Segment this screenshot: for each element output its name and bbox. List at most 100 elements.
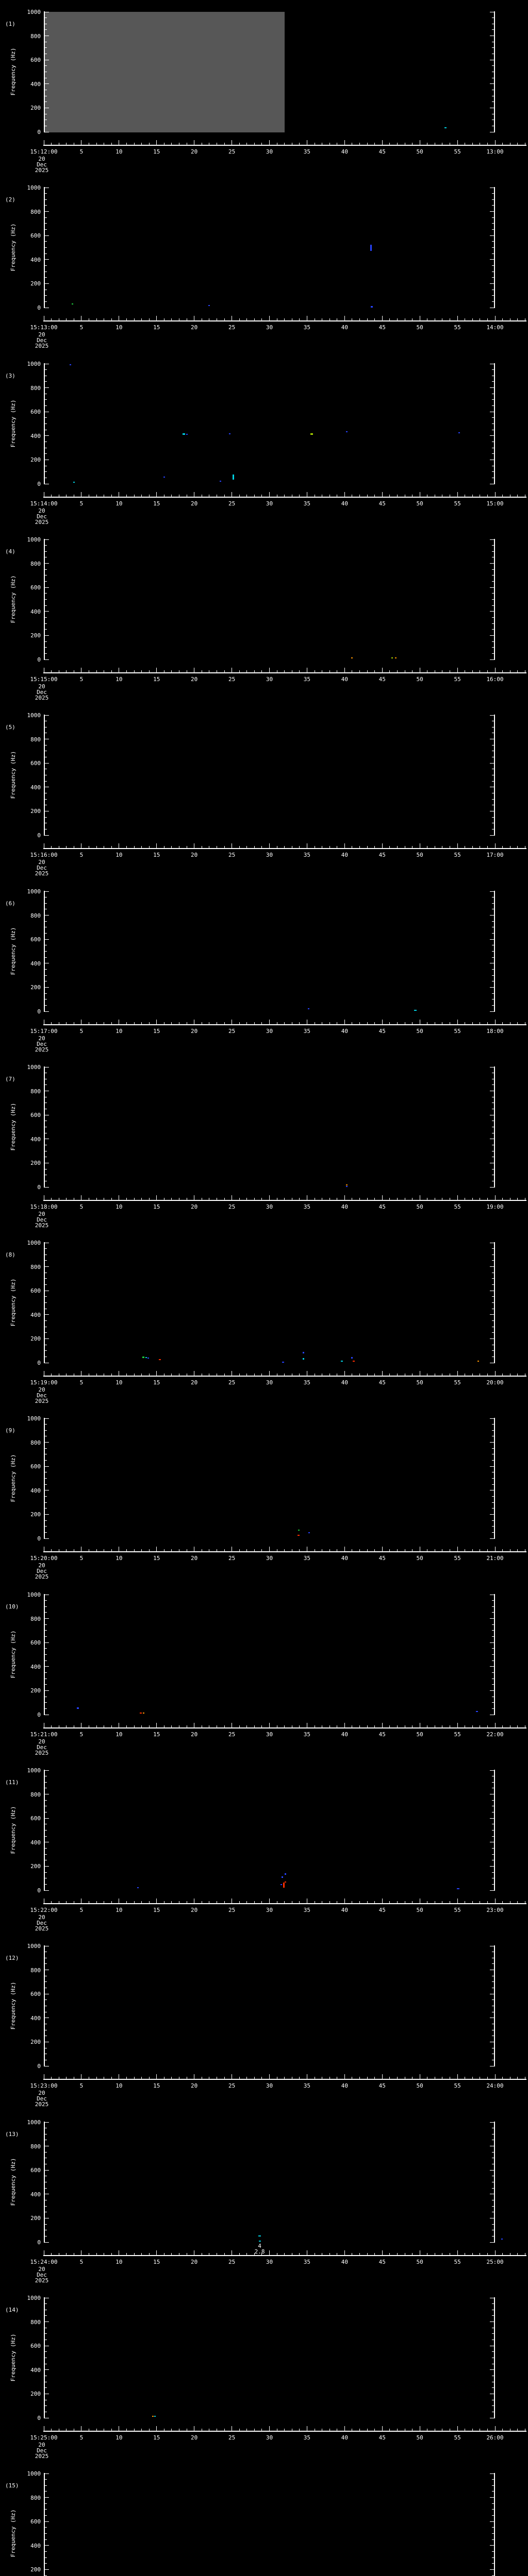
x-axis-tick-label: 55 — [454, 2259, 461, 2265]
y-axis-title: Frequency (Hz) — [10, 1806, 16, 1854]
x-axis-tick — [246, 318, 248, 320]
x-axis-tick — [66, 670, 67, 672]
y-axis-tick — [45, 193, 47, 194]
x-axis-tick — [359, 1198, 360, 1200]
x-axis-tick — [148, 2253, 150, 2255]
y-axis-tick — [492, 993, 494, 994]
x-axis-tick-label: 45 — [378, 324, 386, 331]
y-axis-tick — [45, 1442, 49, 1443]
y-axis-tick-label: 200 — [30, 2215, 41, 2222]
x-axis-tick — [517, 1901, 518, 1903]
x-axis-tick — [367, 1022, 368, 1024]
y-axis-tick-label: 800 — [30, 2318, 41, 2326]
x-axis-tick-label: 55 — [454, 2082, 461, 2089]
x-axis-tick-label: 35 — [303, 2082, 311, 2089]
y-axis-line-left — [44, 11, 45, 132]
y-axis-tick — [45, 1600, 47, 1601]
x-axis-tick — [66, 1725, 67, 1727]
y-axis-tick — [45, 417, 47, 418]
x-axis-tick-label: 35 — [303, 500, 311, 507]
y-axis-line-right — [494, 1066, 495, 1188]
y-axis-tick — [45, 1672, 47, 1673]
x-axis-tick — [111, 1901, 112, 1903]
x-axis-tick — [171, 2253, 172, 2255]
x-axis-tick — [494, 492, 496, 497]
date-month-label: Dec — [37, 865, 47, 871]
x-axis-tick — [126, 846, 127, 848]
x-axis-tick — [141, 1725, 142, 1727]
x-axis-tick — [111, 2253, 112, 2255]
y-axis-tick — [492, 799, 494, 800]
x-axis-tick — [261, 1374, 262, 1376]
y-axis-tick — [492, 605, 494, 606]
x-axis-tick — [472, 846, 473, 848]
y-axis-tick — [492, 2351, 494, 2352]
y-axis-tick — [45, 1332, 47, 1333]
y-axis-tick — [45, 2333, 47, 2334]
y-axis-tick — [45, 2527, 47, 2528]
x-axis-tick-label: 55 — [454, 2434, 461, 2441]
x-axis-tick — [397, 1374, 398, 1376]
y-axis-tick — [492, 1332, 494, 1333]
y-axis-tick — [45, 2497, 49, 2498]
y-axis-tick-label: 1000 — [27, 1415, 41, 1422]
x-axis-tick — [134, 143, 135, 145]
x-axis-tick — [156, 1371, 157, 1376]
y-axis-tick-label: 800 — [30, 1088, 41, 1095]
y-axis-tick — [45, 641, 47, 642]
y-axis-tick — [492, 1260, 494, 1261]
x-axis-end-time-label: 23:00 — [486, 1907, 504, 1913]
x-axis-tick-label: 10 — [116, 500, 123, 507]
y-axis-tick — [45, 587, 49, 588]
x-axis-tick — [397, 1725, 398, 1727]
x-axis-tick — [246, 670, 248, 672]
y-axis-tick — [45, 563, 49, 564]
x-axis-tick — [359, 670, 360, 672]
x-axis-start-time-label: 15:20:00 — [30, 1555, 58, 1562]
y-axis-tick — [492, 647, 494, 648]
x-axis-tick-label: 20 — [191, 324, 198, 331]
date-month-label: Dec — [37, 513, 47, 520]
x-axis-tick — [141, 670, 142, 672]
x-axis-tick-label: 25 — [228, 1907, 236, 1913]
y-axis-tick — [45, 253, 47, 254]
x-axis-tick — [517, 2253, 518, 2255]
y-axis-tick — [45, 659, 49, 660]
y-axis-tick — [490, 715, 494, 716]
date-year-label: 2025 — [35, 870, 49, 877]
y-axis-tick — [490, 1666, 494, 1667]
x-axis-tick-label: 40 — [341, 2434, 348, 2441]
panel-number-label: (9) — [5, 1427, 15, 1434]
y-axis-tick-label: 0 — [37, 304, 41, 311]
x-axis-tick — [367, 2429, 368, 2431]
y-axis-title: Frequency (Hz) — [10, 2509, 16, 2557]
x-axis-tick — [502, 2253, 503, 2255]
x-axis-start-time-label: 15:23:00 — [30, 2082, 58, 2089]
panel-number-label: (15) — [5, 2482, 19, 2489]
y-axis-tick — [490, 1266, 494, 1267]
detection-dot — [282, 1361, 284, 1363]
x-axis-tick-label: 55 — [454, 1555, 461, 1562]
y-axis-tick — [45, 199, 47, 200]
x-axis-tick — [494, 2426, 496, 2431]
x-axis-tick-label: 35 — [303, 852, 311, 858]
x-axis-tick-label: 25 — [228, 1731, 236, 1738]
x-axis-tick — [96, 1725, 97, 1727]
x-axis-tick-label: 15 — [153, 2434, 160, 2441]
detection-dot — [476, 1711, 478, 1713]
spectrogram-panel: (6) Frequency (Hz) 15:17:00 18:00 20 Dec… — [0, 879, 528, 1055]
spectrogram-panel: (11) Frequency (Hz) 15:22:00 23:00 20 De… — [0, 1758, 528, 1934]
detection-dot — [158, 1359, 161, 1361]
x-axis-tick — [374, 2429, 375, 2431]
detection-dot — [228, 433, 230, 435]
y-axis-tick-label: 600 — [30, 760, 41, 767]
x-axis-tick — [171, 1374, 172, 1376]
x-axis-tick — [148, 1901, 150, 1903]
x-axis-tick — [269, 1547, 270, 1551]
detection-dot — [302, 1358, 304, 1360]
y-axis-tick — [490, 1514, 494, 1515]
x-axis-tick-label: 15 — [153, 2082, 160, 2089]
y-axis-line-right — [494, 1770, 495, 1891]
x-axis-tick-label: 25 — [228, 2082, 236, 2089]
y-axis-tick-label: 200 — [30, 2566, 41, 2573]
